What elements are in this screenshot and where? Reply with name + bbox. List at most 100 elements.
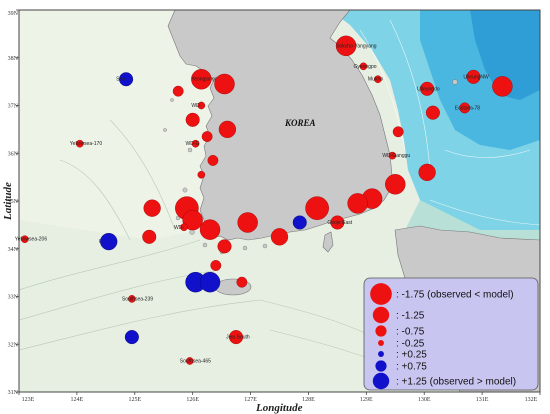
station-marker <box>185 112 200 127</box>
station-marker <box>305 196 329 220</box>
legend-box <box>363 277 539 391</box>
latitude-ticks: 39N 38N 37N 36N 35N 34N 33N 32N 31N <box>8 9 19 396</box>
station-marker <box>128 295 136 303</box>
west-islands <box>163 98 268 255</box>
station-marker <box>330 215 345 230</box>
legend-label: : -1.75 (observed < model) <box>396 290 514 301</box>
legend: : -1.75 (observed < model) : -1.25 : -0.75… <box>363 277 539 391</box>
station-marker <box>385 174 406 195</box>
legend-label: : +0.25 <box>396 350 427 361</box>
station-label: WD- <box>191 103 201 109</box>
station-label: Southsea-239 <box>122 296 153 302</box>
station-label: Ulleungdo <box>417 86 440 92</box>
lon-tick-label: 129E <box>360 397 373 403</box>
legend-label: : -0.75 <box>396 327 425 338</box>
station-marker <box>392 126 404 138</box>
station-marker <box>229 330 244 345</box>
lat-tick-label: 38N <box>8 56 19 62</box>
legend-marker <box>378 340 384 346</box>
lat-tick-label: 32N <box>8 342 19 348</box>
station-label: Yellowsea-170 <box>70 141 103 147</box>
legend-marker <box>375 325 387 337</box>
lat-tick-label: 39N <box>8 11 19 17</box>
station-label: WD-G <box>186 141 200 147</box>
ulleungdo <box>452 79 458 85</box>
legend-marker <box>378 351 384 357</box>
station-label: UlleungNW <box>463 74 489 80</box>
station-marker <box>142 229 157 244</box>
station-label: WD-Ganggu <box>382 153 410 159</box>
station-label: Yellowsea-206 <box>15 237 48 243</box>
station-marker <box>418 163 436 181</box>
station-marker <box>292 215 307 230</box>
station-marker <box>201 131 213 142</box>
station-label: Seo <box>116 77 125 83</box>
station-markers: Sokcho-Yangyang Gyeongpo Mukho Ulleungdo Ull… <box>15 35 513 365</box>
station-marker <box>191 139 200 148</box>
station-label: Gyeongpo <box>353 64 376 70</box>
station-marker <box>143 199 161 217</box>
legend-label: : +1.25 (observed > model) <box>396 377 516 388</box>
station-marker <box>119 72 134 87</box>
lon-tick-label: 128E <box>302 397 315 403</box>
station-label: Mukho <box>368 77 383 83</box>
station-label: Geoje East <box>327 220 352 226</box>
station-marker <box>388 151 397 160</box>
lon-tick-label: 127E <box>244 397 257 403</box>
legend-marker <box>370 283 392 305</box>
y-axis-label: Latitude <box>2 182 14 221</box>
legend-marker <box>372 306 390 324</box>
east-sea-deepest-core <box>470 10 540 100</box>
station-marker <box>374 75 382 84</box>
lon-tick-label: 130E <box>418 397 431 403</box>
station-marker <box>207 155 219 166</box>
legend-marker <box>375 360 387 372</box>
station-marker <box>182 209 203 231</box>
station-marker <box>124 330 139 345</box>
x-axis-label: Longitude <box>255 402 303 414</box>
longitude-ticks: 123E 124E 125E 126E 127E 128E 129E 130E 131E 132E <box>18 392 541 403</box>
station-marker <box>420 81 435 96</box>
station-marker <box>197 170 206 179</box>
contour-lines <box>19 119 401 371</box>
station-marker <box>199 271 221 293</box>
korean-peninsula <box>167 10 393 241</box>
station-label: G <box>99 239 103 245</box>
lat-tick-label: 37N <box>8 104 19 110</box>
lon-tick-label: 124E <box>71 397 84 403</box>
station-marker <box>335 35 357 57</box>
station-marker <box>185 357 194 365</box>
lat-tick-label: 33N <box>8 295 19 301</box>
station-label: WD- <box>174 225 184 231</box>
station-marker <box>347 193 368 214</box>
station-marker <box>199 219 221 240</box>
station-marker <box>466 69 481 84</box>
lat-tick-label: 35N <box>8 199 19 205</box>
station-marker <box>270 228 289 246</box>
station-marker <box>191 69 212 90</box>
lon-tick-label: 132E <box>525 397 538 403</box>
lon-tick-label: 123E <box>22 397 35 403</box>
lat-tick-label: 31N <box>8 390 19 396</box>
station-marker <box>210 260 222 271</box>
lon-tick-label: 125E <box>128 397 141 403</box>
lat-tick-label: 36N <box>8 151 19 157</box>
station-marker <box>100 232 118 251</box>
station-marker <box>359 62 368 71</box>
station-marker <box>425 105 440 120</box>
legend-items: : -1.75 (observed < model) : -1.25 : -0.75… <box>370 283 516 390</box>
station-marker <box>492 76 513 97</box>
station-label: Yeongjongdo <box>191 77 220 83</box>
legend-label: : +0.75 <box>396 362 427 373</box>
station-marker <box>20 235 29 243</box>
lon-tick-label: 131E <box>476 397 489 403</box>
lon-tick-label: 126E <box>186 397 199 403</box>
station-marker <box>459 102 471 114</box>
station-marker <box>75 139 84 148</box>
station-marker <box>236 276 248 288</box>
station-label: Jeju South <box>226 335 250 341</box>
legend-label: : -0.25 <box>396 339 425 350</box>
legend-label: : -1.25 <box>396 311 425 322</box>
station-marker <box>172 85 184 97</box>
